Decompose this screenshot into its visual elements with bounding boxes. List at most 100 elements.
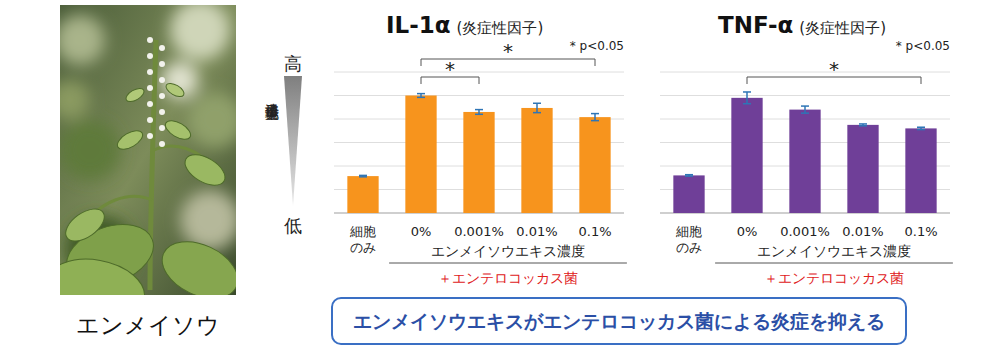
category-label-line: のみ xyxy=(676,240,702,255)
category-label-line: 0% xyxy=(737,224,758,239)
error-bar xyxy=(801,106,809,113)
error-cap xyxy=(359,175,367,177)
error-cap xyxy=(475,114,483,116)
leaf xyxy=(162,117,193,143)
flower xyxy=(159,109,165,115)
category-label: 0.1% xyxy=(904,224,937,239)
flower xyxy=(159,61,165,67)
leaf xyxy=(164,81,186,100)
bar xyxy=(673,175,704,213)
bar xyxy=(347,176,378,213)
figure: エンメイソウ高低遺伝子発現量IL-1α(炎症性因子)細胞のみ0%0.001%0.… xyxy=(0,0,1000,357)
category-label-line: のみ xyxy=(350,240,376,255)
significance-bracket: * xyxy=(421,57,479,84)
error-cap xyxy=(417,97,425,99)
category-label: 0% xyxy=(737,224,758,239)
significance-bracket: * xyxy=(747,57,921,84)
chart-subtitle: (炎症性因子) xyxy=(457,19,544,37)
category-label-line: 0.1% xyxy=(578,224,611,239)
group-label: エンメイソウエキス濃度 xyxy=(431,243,585,259)
photo xyxy=(60,5,236,295)
chart: TNF-α(炎症性因子)細胞のみ0%0.001%0.01%0.1%エンメイソウエ… xyxy=(660,12,953,286)
bokeh xyxy=(187,92,236,148)
flower xyxy=(147,69,153,75)
flower xyxy=(159,125,165,131)
error-cap xyxy=(917,126,925,128)
error-cap xyxy=(685,174,693,176)
error-line xyxy=(536,103,538,112)
flower xyxy=(147,101,153,107)
error-cap xyxy=(475,109,483,111)
error-line xyxy=(746,92,748,104)
error-cap xyxy=(533,112,541,114)
bokeh xyxy=(180,190,236,250)
error-cap xyxy=(685,175,693,177)
error-bar xyxy=(591,114,599,121)
photo-label: エンメイソウ xyxy=(76,312,220,338)
category-label-line: 細胞 xyxy=(349,224,376,239)
grid-line xyxy=(660,72,950,73)
chart-title: IL-1α xyxy=(386,12,451,38)
error-bar xyxy=(917,127,925,129)
caption: エンメイソウエキスがエンテロコッカス菌による炎症を抑える xyxy=(353,310,885,332)
leaf xyxy=(114,127,145,153)
category-label-line: 0.001% xyxy=(780,224,830,239)
category-label: 0.001% xyxy=(454,224,504,239)
category-label-line: 0% xyxy=(411,224,432,239)
flower xyxy=(159,45,165,51)
category-label: 0.001% xyxy=(780,224,830,239)
bar xyxy=(847,125,878,213)
error-bar xyxy=(743,92,751,104)
flower xyxy=(147,37,153,43)
condition-label: ＋エンテロコッカス菌 xyxy=(438,270,578,286)
error-cap xyxy=(859,125,867,127)
bar xyxy=(463,112,494,213)
plot-area xyxy=(673,92,936,213)
flower xyxy=(147,85,153,91)
bokeh xyxy=(60,80,90,120)
caption-box xyxy=(332,298,906,344)
error-bar xyxy=(417,94,425,98)
bar xyxy=(905,128,936,213)
error-cap xyxy=(859,123,867,125)
chart-subtitle: (炎症性因子) xyxy=(799,19,886,37)
axis-low: 低 xyxy=(284,215,302,236)
flower xyxy=(147,53,153,59)
bokeh xyxy=(60,120,120,180)
error-bar xyxy=(533,103,541,112)
bar xyxy=(405,96,436,214)
error-bar xyxy=(859,124,867,126)
grid-line xyxy=(334,95,624,96)
flower xyxy=(159,141,165,147)
error-cap xyxy=(359,176,367,178)
error-cap xyxy=(533,103,541,105)
category-label: 0.1% xyxy=(578,224,611,239)
bar xyxy=(521,108,552,213)
flower xyxy=(147,117,153,123)
significance-label: * xyxy=(829,57,839,81)
category-label: 細胞のみ xyxy=(349,224,376,255)
category-label-line: 0.1% xyxy=(904,224,937,239)
bokeh xyxy=(60,15,105,65)
category-label-line: 細胞 xyxy=(675,224,702,239)
error-bar xyxy=(685,175,693,176)
flower xyxy=(159,77,165,83)
category-label: 0.01% xyxy=(516,224,557,239)
axis-high: 高 xyxy=(284,53,302,74)
bar xyxy=(579,117,610,213)
error-cap xyxy=(801,105,809,107)
bar xyxy=(731,98,762,213)
condition-label: ＋エンテロコッカス菌 xyxy=(764,270,904,286)
category-label: 0.01% xyxy=(842,224,883,239)
group-line xyxy=(389,263,627,264)
grid-line xyxy=(334,72,624,73)
error-cap xyxy=(743,103,751,105)
error-bar xyxy=(475,110,483,115)
y-axis-label: 遺伝子発現量 xyxy=(264,92,280,120)
error-cap xyxy=(417,93,425,95)
category-label: 0% xyxy=(411,224,432,239)
group-label: エンメイソウエキス濃度 xyxy=(757,243,911,259)
significance-note: * p<0.05 xyxy=(570,39,624,53)
significance-label: * xyxy=(445,57,455,81)
error-cap xyxy=(917,129,925,131)
